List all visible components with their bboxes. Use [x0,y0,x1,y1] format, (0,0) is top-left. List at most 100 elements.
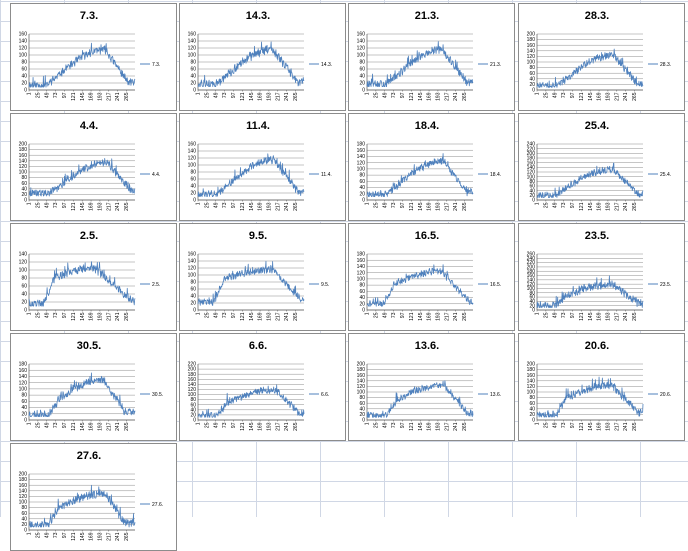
chart-panel[interactable]: 14.3. 0 20 40 60 80 100 120 140 160 1 25 49 73 97 121 14… [179,3,346,111]
chart-panel[interactable]: 7.3. 0 20 40 60 80 100 120 140 160 1 25 49 73 97 121 145… [10,3,177,111]
x-tick-label: 241 [115,532,121,541]
y-tick-label: 160 [188,252,197,258]
chart-panel[interactable]: 21.3. 0 20 40 60 80 100 120 140 160 1 25 49 73 97 121 14… [348,3,515,111]
y-tick-label: 60 [190,402,196,408]
y-tick-label: 0 [362,88,365,94]
series-line [197,41,305,88]
chart-panel[interactable]: 2.5. 0 20 40 60 80 100 120 140 1 25 49 73 97 121 145 169… [10,223,177,331]
y-tick-label: 40 [190,184,196,190]
series-line [197,384,305,418]
chart-panel[interactable]: 6.6. 0 20 40 60 80 100 120 140 160 180 200 220 1 25 49 7… [179,333,346,441]
x-tick-label: 265 [124,422,130,431]
x-tick-label: 1 [365,312,371,315]
y-tick-label: 60 [21,284,27,290]
x-tick-label: 25 [373,92,379,98]
y-tick-label: 80 [529,395,535,401]
y-tick-label: 0 [362,308,365,314]
x-tick-label: 49 [44,202,50,208]
y-tick-label: 80 [190,60,196,66]
chart-title: 23.5. [585,230,609,242]
y-tick-label: 0 [193,308,196,314]
x-tick-label: 121 [71,532,77,541]
x-tick-label: 25 [373,202,379,208]
x-tick-label: 169 [89,532,95,541]
x-tick-label: 145 [80,422,86,431]
chart-panel[interactable]: 28.3. 0 20 40 60 80 100 120 140 160 180 200 1 25 49 73 9… [518,3,685,111]
y-tick-label: 100 [357,390,366,396]
x-tick-label: 25 [373,422,379,428]
x-tick-label: 265 [124,532,130,541]
y-tick-label: 0 [193,418,196,424]
x-tick-label: 73 [391,422,397,428]
y-tick-label: 100 [357,166,366,172]
y-tick-label: 100 [188,163,197,169]
x-tick-label: 25 [204,422,210,428]
chart-panel[interactable]: 16.5. 0 20 40 60 80 100 120 140 160 180 1 25 49 73 97 12… [348,223,515,331]
x-tick-label: 169 [427,202,433,211]
x-tick-label: 145 [249,312,255,321]
x-tick-label: 145 [80,202,86,211]
x-tick-label: 49 [44,532,50,538]
y-tick-label: 100 [19,386,28,392]
x-tick-label: 217 [444,312,450,321]
chart-panel[interactable]: 9.5. 0 20 40 60 80 100 120 140 160 1 25 49 73 97 121 145… [179,223,346,331]
x-tick-label: 169 [427,422,433,431]
x-tick-label: 73 [391,92,397,98]
x-tick-label: 25 [35,202,41,208]
x-tick-label: 1 [196,422,202,425]
x-tick-label: 169 [258,202,264,211]
chart-panel[interactable]: 11.4. 0 20 40 60 80 100 120 140 160 1 25 49 73 97 121 14… [179,113,346,221]
x-tick-label: 145 [249,422,255,431]
y-tick-label: 80 [529,290,535,296]
y-tick-label: 140 [357,154,366,160]
chart-panel[interactable]: 30.5. 0 20 40 60 80 100 120 140 160 180 1 25 49 73 97 12… [10,333,177,441]
chart-panel[interactable]: 18.4. 0 20 40 60 80 100 120 140 160 180 1 25 49 73 97 12… [348,113,515,221]
x-tick-label: 25 [543,312,549,318]
y-tick-label: 140 [527,378,536,384]
y-tick-label: 80 [190,170,196,176]
y-tick-label: 40 [21,292,27,298]
y-tick-label: 140 [19,252,28,258]
y-tick-label: 140 [357,264,366,270]
y-tick-label: 60 [21,181,27,187]
y-tick-label: 160 [357,148,366,154]
chart-panel[interactable]: 23.5. 0 20 40 60 80 100 120 140 160 180 200 220 240 26… [518,223,685,331]
y-tick-label: 60 [529,401,535,407]
y-tick-label: 20 [529,82,535,88]
chart-panel[interactable]: 4.4. 0 20 40 60 80 100 120 140 160 180 200 1 25 49 73 97… [10,113,177,221]
y-tick-label: 200 [188,367,197,373]
x-tick-label: 193 [98,422,104,431]
x-tick-label: 73 [53,92,59,98]
x-tick-label: 1 [196,202,202,205]
x-tick-label: 265 [293,202,299,211]
x-tick-label: 193 [436,92,442,101]
x-tick-label: 169 [89,312,95,321]
legend-label: 6.6. [321,392,329,398]
chart-panel[interactable]: 27.6. 0 20 40 60 80 100 120 140 160 180 200 1 25 49 73 9… [10,443,177,551]
y-tick-label: 40 [359,295,365,301]
x-tick-label: 145 [588,312,594,321]
y-tick-label: 40 [190,294,196,300]
y-tick-label: 100 [527,286,536,292]
chart-panel[interactable]: 20.6. 0 20 40 60 80 100 120 140 160 180 200 1 25 49 73 9… [518,333,685,441]
y-tick-label: 100 [188,273,197,279]
x-tick-label: 145 [80,92,86,101]
legend-label: 27.6. [152,502,163,508]
x-tick-label: 49 [213,202,219,208]
legend-label: 30.5. [152,392,163,398]
chart-panel[interactable]: 13.6. 0 20 40 60 80 100 120 140 160 180 200 1 25 49 73 9… [348,333,515,441]
x-tick-label: 25 [35,532,41,538]
x-tick-label: 265 [124,202,130,211]
chart-panel[interactable]: 25.4. 0 20 40 60 80 100 120 140 160 180 200 220 240 1 2… [518,113,685,221]
y-tick-label: 120 [188,266,197,272]
y-tick-label: 180 [19,362,28,368]
y-tick-label: 40 [529,299,535,305]
y-tick-label: 20 [359,301,365,307]
y-tick-label: 180 [188,372,197,378]
line-chart: 2.5. 0 20 40 60 80 100 120 140 1 25 49 73 97 121 145 169… [19,230,161,321]
x-tick-label: 73 [561,312,567,318]
x-tick-label: 73 [53,422,59,428]
